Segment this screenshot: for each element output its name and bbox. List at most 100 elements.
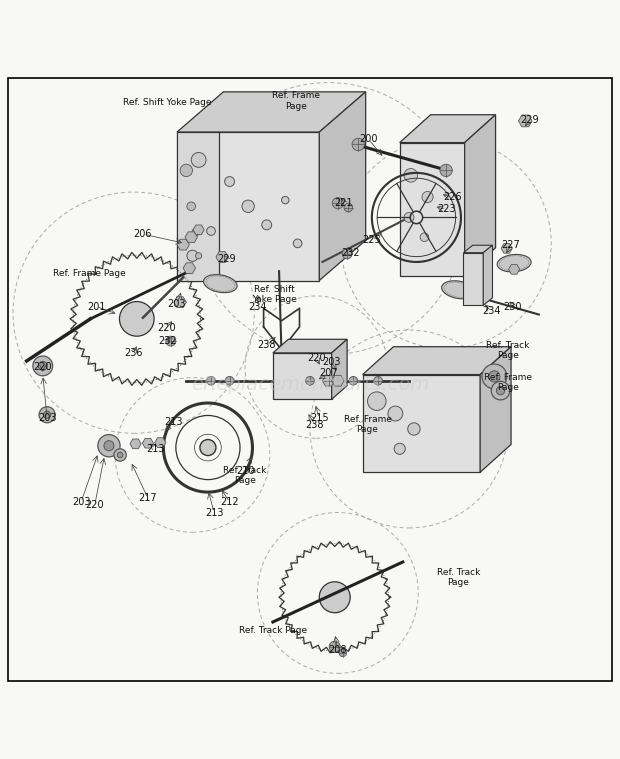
Polygon shape — [518, 115, 532, 127]
Polygon shape — [464, 115, 495, 276]
Circle shape — [306, 376, 314, 385]
Circle shape — [404, 168, 418, 182]
Text: 229: 229 — [217, 254, 236, 264]
Circle shape — [117, 452, 123, 458]
Polygon shape — [322, 376, 335, 386]
Circle shape — [206, 227, 215, 235]
Polygon shape — [183, 263, 195, 273]
Circle shape — [342, 249, 352, 259]
Circle shape — [482, 364, 507, 389]
Text: Ref. Track
Page: Ref. Track Page — [486, 341, 529, 360]
Polygon shape — [155, 438, 166, 447]
Text: Ref. Shift
Yoke Page: Ref. Shift Yoke Page — [252, 285, 296, 304]
Text: 220: 220 — [33, 362, 52, 372]
Text: Ref. Frame
Page: Ref. Frame Page — [272, 91, 321, 111]
Polygon shape — [463, 245, 492, 253]
Ellipse shape — [441, 281, 476, 299]
Ellipse shape — [203, 275, 237, 293]
Circle shape — [225, 376, 234, 385]
Polygon shape — [363, 347, 511, 374]
Text: 225: 225 — [363, 235, 381, 245]
Circle shape — [329, 641, 340, 652]
Circle shape — [187, 250, 198, 261]
Circle shape — [349, 376, 358, 385]
Circle shape — [39, 407, 55, 423]
Polygon shape — [463, 253, 483, 305]
Circle shape — [281, 197, 289, 204]
Text: 201: 201 — [87, 301, 106, 311]
Polygon shape — [332, 376, 344, 386]
Text: Ref. Track
Page: Ref. Track Page — [223, 466, 267, 485]
Text: 208: 208 — [329, 645, 347, 656]
Circle shape — [422, 191, 433, 203]
Text: 220: 220 — [86, 500, 104, 510]
Ellipse shape — [497, 254, 531, 272]
Text: Ref. Frame Page: Ref. Frame Page — [53, 269, 126, 278]
Polygon shape — [508, 265, 520, 274]
Circle shape — [192, 228, 199, 236]
Text: Ref. Frame
Page: Ref. Frame Page — [343, 415, 392, 434]
Polygon shape — [216, 252, 228, 263]
Text: 213: 213 — [146, 444, 164, 454]
Circle shape — [195, 253, 202, 259]
Circle shape — [120, 301, 154, 336]
Text: 207: 207 — [319, 368, 338, 378]
Text: 203: 203 — [322, 357, 341, 367]
Circle shape — [200, 439, 216, 455]
Circle shape — [408, 423, 420, 435]
Circle shape — [368, 392, 386, 411]
Polygon shape — [273, 353, 332, 399]
Polygon shape — [332, 339, 347, 399]
Text: 232: 232 — [158, 335, 177, 345]
Text: 215: 215 — [310, 414, 329, 424]
Text: 213: 213 — [205, 508, 223, 518]
Polygon shape — [501, 244, 512, 254]
Circle shape — [394, 443, 405, 455]
Text: Ref. Track Page: Ref. Track Page — [239, 625, 307, 635]
Text: 236: 236 — [125, 348, 143, 358]
Polygon shape — [177, 132, 319, 281]
Polygon shape — [480, 347, 511, 472]
Text: 234: 234 — [482, 307, 500, 317]
Text: 232: 232 — [341, 247, 360, 258]
Text: 220: 220 — [157, 323, 176, 333]
Circle shape — [43, 411, 51, 418]
Circle shape — [104, 441, 114, 451]
Text: eReplacementParts.com: eReplacementParts.com — [191, 375, 429, 394]
Circle shape — [344, 203, 353, 212]
Polygon shape — [174, 297, 186, 307]
Polygon shape — [363, 374, 480, 472]
Polygon shape — [273, 339, 347, 353]
Text: 203: 203 — [168, 299, 186, 309]
Polygon shape — [185, 231, 197, 243]
Polygon shape — [483, 245, 492, 305]
Circle shape — [404, 213, 414, 222]
Polygon shape — [130, 439, 141, 449]
Text: 226: 226 — [443, 192, 462, 202]
Circle shape — [191, 153, 206, 167]
Polygon shape — [400, 143, 464, 276]
Text: 217: 217 — [139, 493, 157, 503]
Polygon shape — [177, 132, 219, 281]
Circle shape — [324, 376, 333, 385]
Circle shape — [166, 336, 175, 346]
Text: 230: 230 — [503, 301, 522, 311]
Text: 200: 200 — [360, 134, 378, 144]
Circle shape — [114, 449, 126, 461]
Polygon shape — [400, 115, 495, 143]
Circle shape — [374, 376, 383, 385]
Text: 206: 206 — [134, 229, 153, 239]
Text: 210: 210 — [236, 466, 254, 476]
Text: 234: 234 — [248, 301, 267, 311]
Text: 203: 203 — [72, 497, 91, 507]
Circle shape — [206, 376, 215, 385]
Circle shape — [420, 233, 429, 241]
Text: 223: 223 — [436, 204, 456, 214]
Text: Ref. Track
Page: Ref. Track Page — [436, 568, 480, 587]
Text: 203: 203 — [38, 413, 56, 423]
Text: 213: 213 — [165, 417, 183, 427]
Circle shape — [224, 177, 234, 187]
Polygon shape — [193, 225, 204, 235]
Circle shape — [293, 239, 302, 247]
Circle shape — [38, 361, 47, 370]
